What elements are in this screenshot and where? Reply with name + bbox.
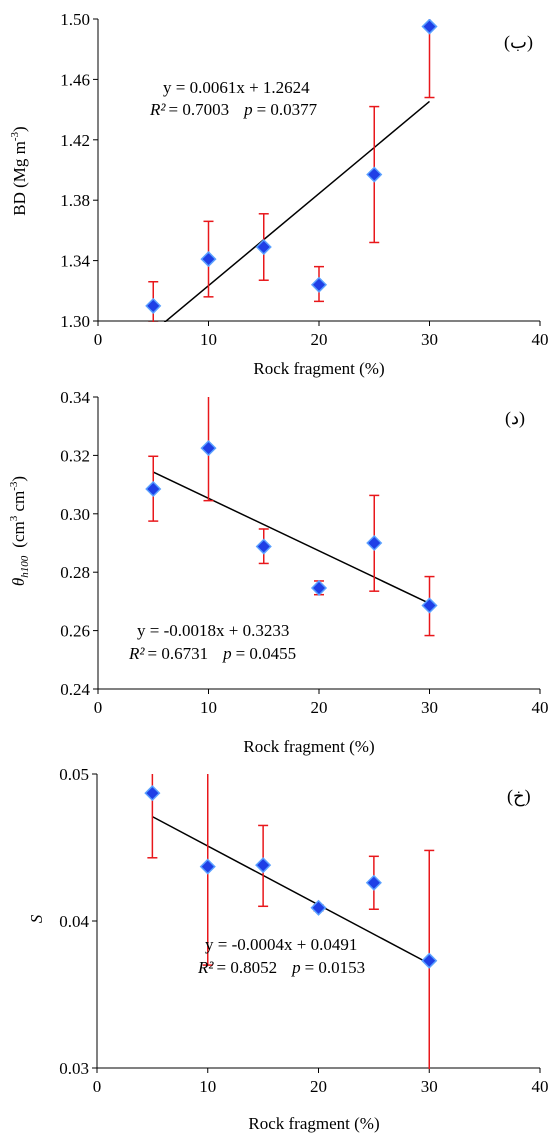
r2-value: = 0.8052 (216, 958, 277, 977)
panel-s: 0 10 20 30 40 0.03 0.04 0.05 (خ) y = -0.0004x +… (27, 765, 548, 1133)
y-tick-label: 1.42 (60, 131, 90, 150)
data-point (255, 538, 272, 555)
x-tick-label: 40 (532, 1077, 548, 1096)
x-tick-label: 0 (94, 330, 103, 349)
panel-label: (خ) (507, 786, 531, 807)
data-point (310, 579, 328, 597)
y-tick-label: 0.34 (60, 388, 90, 407)
data-point (366, 166, 383, 183)
plot-area-theta (145, 397, 438, 637)
x-tick-label: 0 (93, 1077, 102, 1096)
panel-label: (د) (505, 408, 525, 429)
regression-stats: R² = 0.8052 p = 0.0153 (197, 958, 365, 977)
regression-equation: y = -0.0004x + 0.0491 (205, 935, 357, 954)
plot-area-s (144, 774, 438, 1069)
data-point (365, 874, 382, 891)
x-tick-label: 30 (421, 698, 438, 717)
x-tick-label: 10 (200, 698, 217, 717)
data-point (200, 251, 217, 268)
data-point (199, 858, 216, 875)
plot-area-bd (145, 19, 438, 322)
y-tick-label: 0.04 (59, 912, 89, 931)
p-value: = 0.0455 (236, 644, 297, 663)
x-tick-label: 30 (421, 1077, 438, 1096)
p-value: = 0.0153 (305, 958, 366, 977)
x-tick-label: 20 (311, 698, 328, 717)
y-tick-label: 1.38 (60, 191, 90, 210)
y-tick-label: 0.05 (59, 765, 89, 784)
x-tick-label: 0 (94, 698, 103, 717)
r2-label: R² (197, 958, 214, 977)
data-point (421, 597, 438, 614)
x-tick-label: 30 (421, 330, 438, 349)
trend-line (152, 815, 430, 965)
x-tick-label: 40 (532, 330, 548, 349)
ticks-s: 0 10 20 30 40 0.03 0.04 0.05 (59, 765, 548, 1096)
panel-bd: 0 10 20 30 40 1.30 1.34 1.38 1.42 1.46 1.50 (ب) y … (9, 10, 548, 378)
data-point (310, 276, 328, 293)
y-tick-label: 0.24 (60, 680, 90, 699)
data-point (255, 857, 272, 874)
data-point (145, 480, 162, 498)
data-point (366, 534, 383, 552)
x-axis-title: Rock fragment (%) (243, 737, 374, 756)
data-point (255, 238, 272, 256)
regression-equation: y = 0.0061x + 1.2624 (163, 78, 310, 97)
error-bar (147, 774, 158, 859)
x-tick-label: 20 (311, 330, 328, 349)
y-tick-label: 0.28 (60, 563, 90, 582)
p-label: p (222, 644, 232, 663)
p-label: p (243, 100, 253, 119)
y-tick-label: 1.50 (60, 10, 90, 29)
r2-value: = 0.6731 (147, 644, 208, 663)
y-tick-label: 0.26 (60, 622, 90, 641)
panel-label: (ب) (504, 32, 533, 53)
data-point (145, 297, 162, 314)
y-tick-label: 0.30 (60, 505, 90, 524)
y-tick-label: 1.30 (60, 312, 90, 331)
regression-stats: R² = 0.7003 p = 0.0377 (149, 100, 318, 119)
trend-line (152, 471, 430, 605)
y-tick-label: 1.34 (60, 252, 90, 271)
ticks-bd: 0 10 20 30 40 1.30 1.34 1.38 1.42 1.46 1.50 (60, 10, 548, 349)
y-tick-label: 0.03 (59, 1059, 89, 1078)
panel-theta: 0 10 20 30 40 0.24 0.26 0.28 0.30 0.32 0.34 (د) y … (8, 388, 548, 756)
r2-value: = 0.7003 (168, 100, 229, 119)
regression-stats: R² = 0.6731 p = 0.0455 (128, 644, 296, 663)
data-point (200, 440, 217, 457)
r2-label: R² (128, 644, 145, 663)
axes-s (96, 774, 540, 1069)
data-point (421, 19, 438, 35)
data-point (144, 785, 161, 802)
x-tick-label: 20 (310, 1077, 327, 1096)
y-tick-label: 1.46 (60, 70, 90, 89)
y-axis-title: θh100(cm3 cm-3) (8, 476, 31, 586)
r2-label: R² (149, 100, 166, 119)
data-point (421, 952, 438, 969)
p-value: = 0.0377 (257, 100, 318, 119)
y-axis-title: S (27, 914, 46, 923)
x-axis-title: Rock fragment (%) (248, 1114, 379, 1133)
x-tick-label: 10 (200, 330, 217, 349)
p-label: p (291, 958, 301, 977)
trend-line (163, 100, 430, 322)
error-bar (424, 19, 435, 99)
x-tick-label: 10 (199, 1077, 216, 1096)
x-tick-label: 40 (532, 698, 548, 717)
data-point (310, 899, 327, 916)
y-tick-label: 0.32 (60, 446, 90, 465)
ticks-theta: 0 10 20 30 40 0.24 0.26 0.28 0.30 0.32 0.34 (60, 388, 548, 717)
regression-equation: y = -0.0018x + 0.3233 (137, 621, 289, 640)
y-axis-title: BD (Mg m-3) (9, 126, 29, 215)
x-axis-title: Rock fragment (%) (253, 359, 384, 378)
